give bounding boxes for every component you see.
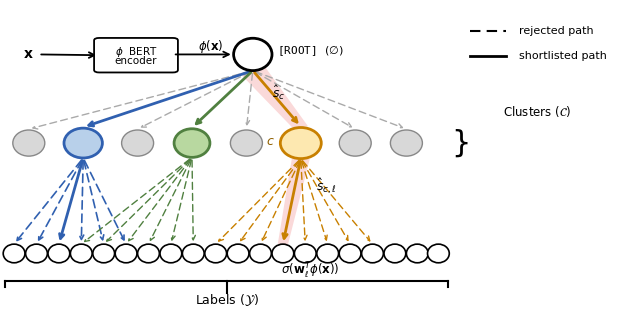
Ellipse shape <box>317 244 339 263</box>
Ellipse shape <box>428 244 449 263</box>
Ellipse shape <box>272 244 294 263</box>
Ellipse shape <box>234 38 272 71</box>
Ellipse shape <box>48 244 70 263</box>
Text: }: } <box>451 128 470 158</box>
Text: Clusters $(\mathcal{C})$: Clusters $(\mathcal{C})$ <box>504 104 572 119</box>
Ellipse shape <box>230 130 262 156</box>
Ellipse shape <box>250 244 271 263</box>
Text: $\phi$  BERT: $\phi$ BERT <box>115 45 157 59</box>
Polygon shape <box>240 68 308 129</box>
Ellipse shape <box>64 128 102 158</box>
Ellipse shape <box>280 128 321 159</box>
Ellipse shape <box>3 244 25 263</box>
Ellipse shape <box>26 244 47 263</box>
Ellipse shape <box>205 244 227 263</box>
Ellipse shape <box>182 244 204 263</box>
Ellipse shape <box>122 130 154 156</box>
Text: shortlisted path: shortlisted path <box>512 51 607 61</box>
Ellipse shape <box>339 244 361 263</box>
Ellipse shape <box>13 130 45 156</box>
Ellipse shape <box>93 244 115 263</box>
Ellipse shape <box>227 244 249 263</box>
Ellipse shape <box>138 244 159 263</box>
Ellipse shape <box>362 244 383 263</box>
Text: $\mathbf{x}$: $\mathbf{x}$ <box>24 47 34 62</box>
Text: $\mathtt{[ROOT]}$  $(\emptyset)$: $\mathtt{[ROOT]}$ $(\emptyset)$ <box>277 44 344 58</box>
Text: $c$: $c$ <box>266 135 275 148</box>
Ellipse shape <box>406 244 428 263</box>
Text: $\phi(\mathbf{x})$: $\phi(\mathbf{x})$ <box>198 38 224 54</box>
Ellipse shape <box>384 244 406 263</box>
Ellipse shape <box>115 244 137 263</box>
Text: $\hat{s}_c$: $\hat{s}_c$ <box>272 84 285 102</box>
Ellipse shape <box>339 130 371 156</box>
Polygon shape <box>278 158 310 244</box>
Text: rejected path: rejected path <box>512 26 594 36</box>
Text: Labels $(\mathcal{Y})$: Labels $(\mathcal{Y})$ <box>195 292 259 308</box>
Text: $\sigma(\mathbf{w}_\ell^T \phi(\mathbf{x}))$: $\sigma(\mathbf{w}_\ell^T \phi(\mathbf{x… <box>281 261 340 281</box>
Ellipse shape <box>294 244 316 263</box>
Ellipse shape <box>390 130 422 156</box>
FancyBboxPatch shape <box>94 38 178 72</box>
Text: encoder: encoder <box>115 56 157 66</box>
Text: $\hat{s}_{c,\ell}$: $\hat{s}_{c,\ell}$ <box>316 177 337 196</box>
Ellipse shape <box>174 129 210 157</box>
Ellipse shape <box>70 244 92 263</box>
Ellipse shape <box>160 244 182 263</box>
